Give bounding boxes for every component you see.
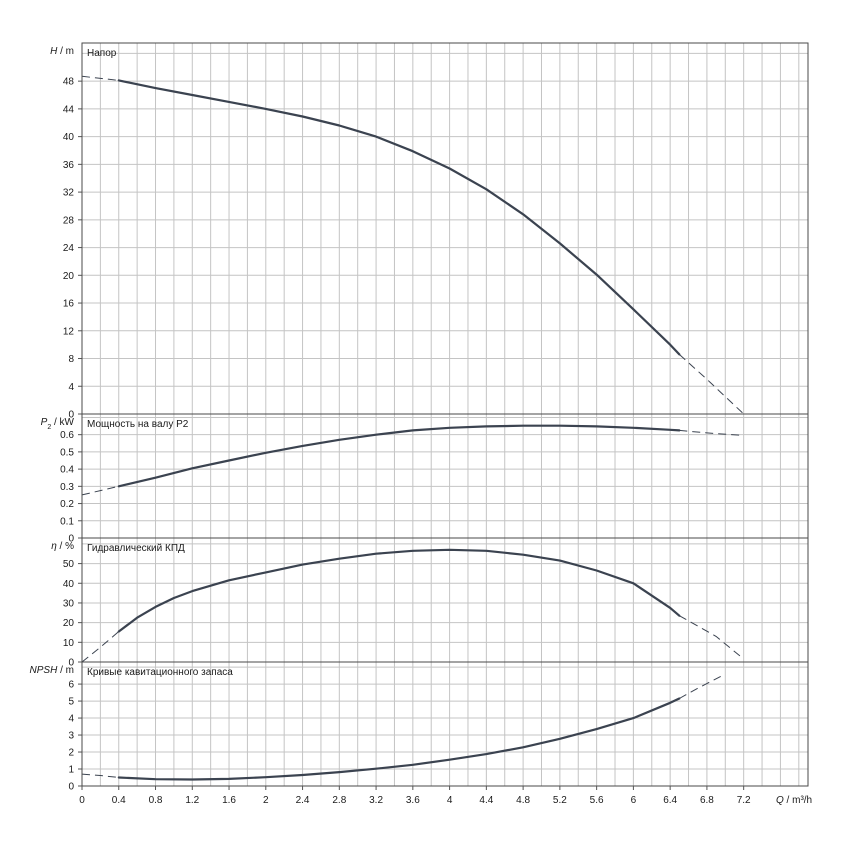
y-axis-label: NPSH / m: [30, 665, 74, 676]
y-tick-label: 0.6: [60, 430, 74, 441]
x-tick-label: 5.2: [553, 795, 567, 806]
y-tick-label: 48: [63, 77, 75, 88]
y-axis-var: P: [41, 417, 48, 428]
y-tick-label: 3: [68, 731, 74, 742]
x-tick-label: 6.8: [700, 795, 714, 806]
y-tick-label: 50: [63, 559, 75, 570]
y-tick-label: 4: [68, 714, 74, 725]
y-axis-unit: / %: [57, 541, 74, 552]
x-tick-label: 1.2: [185, 795, 199, 806]
x-tick-label: 3.2: [369, 795, 383, 806]
y-tick-label: 36: [63, 160, 75, 171]
y-tick-label: 2: [68, 748, 74, 759]
y-axis-var: NPSH: [30, 665, 59, 676]
curve-efficiency: [117, 548, 681, 633]
x-tick-label: 0: [79, 795, 85, 806]
y-tick-label: 28: [63, 215, 75, 226]
y-tick-label: 16: [63, 299, 75, 310]
y-tick-label: 20: [63, 271, 75, 282]
y-tick-label: 40: [63, 132, 75, 143]
curve-npsh: [117, 697, 681, 781]
curve-npsh-extrapolated: [81, 773, 119, 778]
y-axis-label: η / %: [51, 541, 74, 552]
y-tick-label: 6: [68, 680, 74, 691]
y-tick-label: 8: [68, 354, 74, 365]
x-tick-label: 6: [631, 795, 637, 806]
y-tick-label: 0.2: [60, 499, 74, 510]
x-tick-label: 7.2: [737, 795, 751, 806]
curve-efficiency-extrapolated: [679, 615, 745, 660]
curve-power-extrapolated: [679, 429, 744, 436]
x-tick-label: 0.4: [112, 795, 126, 806]
curve-power: [117, 424, 681, 488]
panel-title-head: Напор: [87, 48, 117, 59]
x-tick-label: 4.4: [479, 795, 493, 806]
y-tick-label: 0.3: [60, 482, 74, 493]
y-tick-label: 44: [63, 104, 75, 115]
y-tick-label: 0: [68, 658, 74, 669]
y-tick-label: 4: [68, 382, 74, 393]
panel-frame-efficiency: [81, 537, 809, 663]
y-axis-unit: / kW: [51, 417, 74, 428]
y-axis-label: P2 / kW: [41, 417, 75, 431]
x-tick-label: 4.8: [516, 795, 530, 806]
y-tick-label: 0: [68, 410, 74, 421]
panel-title-npsh: Кривые кавитационного запаса: [87, 667, 233, 678]
y-tick-label: 5: [68, 697, 74, 708]
y-tick-label: 20: [63, 618, 75, 629]
panel-title-power: Мощность на валу P2: [87, 419, 189, 430]
y-axis-var: H: [50, 46, 58, 57]
y-tick-label: 0.5: [60, 447, 74, 458]
curve-efficiency-extrapolated: [81, 631, 120, 663]
x-tick-label: 1.6: [222, 795, 236, 806]
y-tick-label: 30: [63, 598, 75, 609]
x-tick-label: 4: [447, 795, 453, 806]
y-tick-label: 40: [63, 579, 75, 590]
x-axis-label: Q / m³/h: [776, 795, 812, 806]
curve-head-extrapolated: [81, 75, 119, 81]
y-tick-label: 32: [63, 188, 75, 199]
x-tick-label: 2.4: [296, 795, 310, 806]
x-tick-label: 6.4: [663, 795, 677, 806]
y-tick-label: 0.1: [60, 516, 74, 527]
curve-head-extrapolated: [678, 354, 745, 415]
panel-frame-npsh: [81, 661, 809, 787]
y-axis-subscript: 2: [47, 424, 51, 431]
y-axis-label: H / m: [50, 46, 74, 57]
y-axis-unit: / m: [57, 46, 74, 57]
y-tick-label: 1: [68, 765, 74, 776]
y-tick-label: 0: [68, 534, 74, 545]
y-axis-unit: / m: [57, 665, 74, 676]
x-tick-label: 2: [263, 795, 269, 806]
y-tick-label: 0: [68, 782, 74, 793]
x-tick-label: 0.8: [149, 795, 163, 806]
x-axis-var: Q: [776, 795, 784, 806]
y-tick-label: 24: [63, 243, 75, 254]
curve-head: [117, 79, 681, 356]
panel-title-efficiency: Гидравлический КПД: [87, 543, 185, 554]
curve-power-extrapolated: [81, 485, 119, 496]
x-tick-label: 3.6: [406, 795, 420, 806]
x-tick-label: 2.8: [332, 795, 346, 806]
y-tick-label: 12: [63, 326, 75, 337]
y-tick-label: 0.4: [60, 465, 74, 476]
y-tick-label: 10: [63, 638, 75, 649]
y-axis-var: η: [51, 541, 57, 552]
x-axis-unit: / m³/h: [784, 795, 812, 806]
x-tick-label: 5.6: [590, 795, 604, 806]
curve-npsh-extrapolated: [679, 675, 721, 699]
